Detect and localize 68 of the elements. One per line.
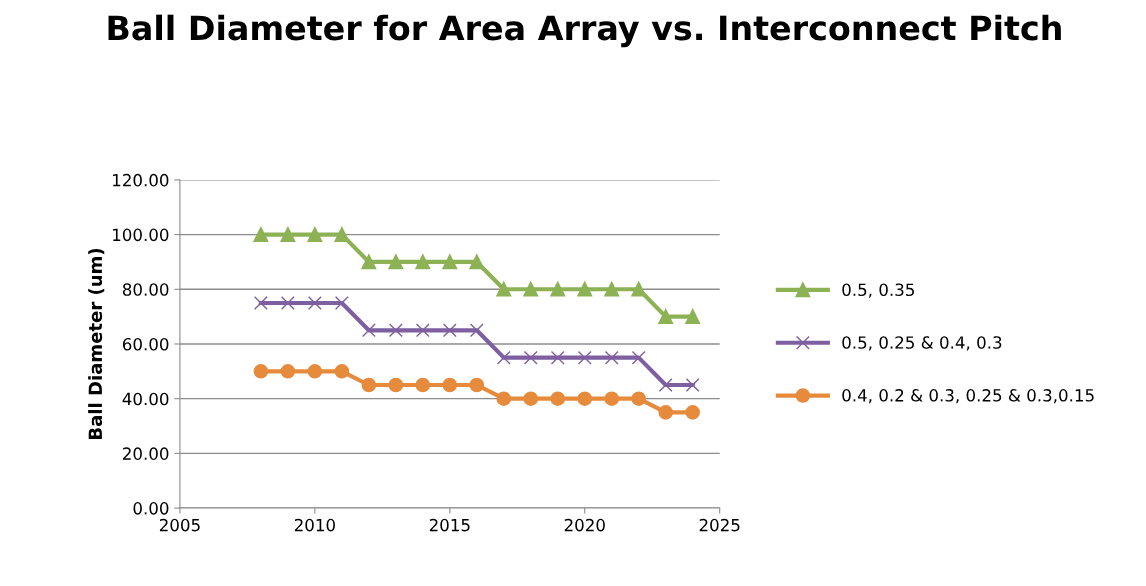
- point: [361, 377, 377, 393]
- y-tick-label: 100.00: [113, 228, 169, 242]
- point: [388, 377, 404, 393]
- point: [280, 227, 296, 242]
- point: [604, 282, 620, 297]
- point: [604, 350, 619, 365]
- point: [361, 254, 377, 270]
- point: [685, 378, 700, 392]
- point: [685, 405, 700, 420]
- point: [469, 377, 485, 393]
- point: [307, 227, 323, 242]
- legend-label: 0.4, 0.2 & 0.3, 0.25 & 0.3,0.15: [842, 389, 1094, 404]
- point: [550, 282, 566, 297]
- y-tick-label: 80.00: [122, 283, 169, 296]
- point: [415, 254, 431, 270]
- chart-title: Ball Diameter for Area Array vs. Interconnect Pitch: [108, 14, 1061, 48]
- point: [658, 405, 673, 420]
- point: [334, 296, 349, 310]
- point: [415, 377, 431, 393]
- legend-label: 0.5, 0.35: [842, 283, 914, 298]
- point: [496, 350, 511, 365]
- point: [442, 323, 457, 338]
- point: [496, 391, 512, 406]
- point: [523, 350, 538, 365]
- point: [658, 309, 673, 324]
- y-tick-label: 40.00: [122, 392, 169, 406]
- point: [253, 227, 269, 242]
- point: [604, 391, 620, 406]
- point: [280, 296, 295, 310]
- point: [577, 350, 592, 365]
- point: [253, 296, 268, 310]
- point: [550, 391, 566, 406]
- y-tick-label: 120.00: [113, 173, 169, 187]
- point: [523, 282, 539, 297]
- point: [550, 350, 565, 365]
- x-tick-label: 2025: [699, 518, 740, 532]
- point: [334, 227, 350, 242]
- point: [334, 364, 350, 379]
- point: [685, 309, 700, 324]
- point: [253, 364, 269, 379]
- y-tick-label: 20.00: [123, 447, 169, 460]
- y-tick-label: 60.00: [122, 337, 169, 351]
- y-tick-label: 0.00: [133, 502, 169, 515]
- point: [442, 254, 458, 270]
- point: [307, 364, 323, 379]
- point: [631, 350, 646, 365]
- point: [469, 323, 484, 338]
- y-axis-title: Ball Diameter (um): [88, 248, 105, 439]
- point: [361, 323, 376, 338]
- point: [577, 282, 593, 297]
- point: [442, 377, 458, 393]
- point: [631, 282, 647, 297]
- point: [496, 282, 512, 297]
- x-tick-label: 2005: [159, 518, 200, 532]
- point: [469, 254, 485, 270]
- legend-label: 0.5, 0.25 & 0.4, 0.3: [842, 336, 1002, 351]
- point: [307, 296, 322, 310]
- point: [658, 378, 673, 392]
- x-tick-label: 2015: [429, 518, 470, 532]
- point: [631, 391, 647, 406]
- point: [577, 391, 593, 406]
- point: [280, 364, 296, 379]
- point: [523, 391, 539, 406]
- point: [388, 254, 404, 270]
- x-tick-label: 2010: [294, 518, 335, 532]
- point: [415, 323, 430, 338]
- point: [388, 323, 403, 338]
- x-tick-label: 2020: [564, 518, 605, 532]
